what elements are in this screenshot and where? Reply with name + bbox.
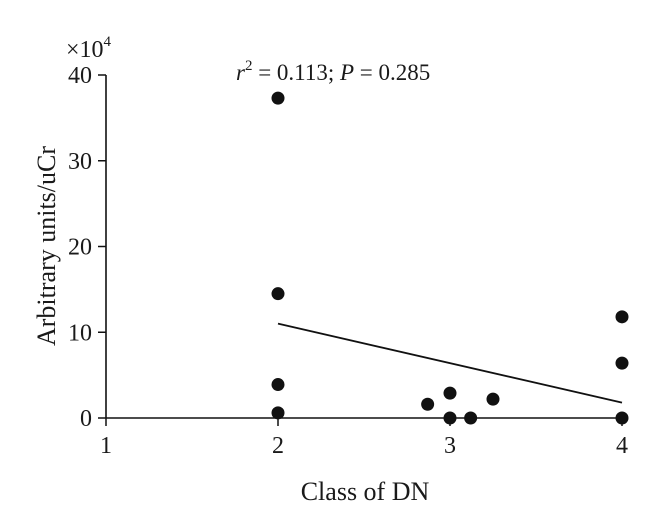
trendline-group [277, 322, 623, 404]
x-axis-title: Class of DN [301, 477, 430, 506]
data-point [271, 378, 285, 392]
p-value: = 0.285 [354, 60, 430, 85]
data-point [421, 397, 435, 411]
points-group [271, 91, 629, 425]
x-tick-label: 2 [272, 433, 284, 459]
y-tick-label: 0 [80, 406, 92, 432]
data-point [443, 411, 457, 425]
y-scale-multiplier: ×10 [66, 37, 104, 63]
axes [105, 75, 622, 419]
y-tick-label: 40 [68, 63, 92, 89]
data-point [615, 356, 629, 370]
data-point [615, 310, 629, 324]
y-tick-label: 10 [68, 320, 92, 346]
p-symbol: P [339, 60, 354, 85]
data-point [443, 386, 457, 400]
data-point [271, 406, 285, 420]
x-tick-label: 1 [100, 433, 112, 459]
y-scale-exponent: 4 [104, 34, 112, 50]
data-point [486, 392, 500, 406]
x-tick-label: 4 [616, 433, 628, 459]
ticks: 0 10 20 30 40 1 2 3 4 [68, 63, 628, 459]
data-point [271, 91, 285, 105]
y-axis-title: Arbitrary units/uCr [32, 146, 61, 346]
r-symbol: r [236, 60, 246, 85]
data-point [271, 287, 285, 301]
y-scale-label: ×104 [66, 34, 112, 63]
r-exponent: 2 [245, 58, 253, 74]
stats-annotation: r2 = 0.113; P = 0.285 [236, 58, 430, 85]
x-tick-label: 3 [444, 433, 456, 459]
r-value: = 0.113; [252, 60, 340, 85]
regression-line [277, 322, 623, 404]
data-point [615, 411, 629, 425]
data-point [464, 411, 478, 425]
y-tick-label: 30 [68, 149, 92, 175]
y-tick-label: 20 [68, 235, 92, 261]
